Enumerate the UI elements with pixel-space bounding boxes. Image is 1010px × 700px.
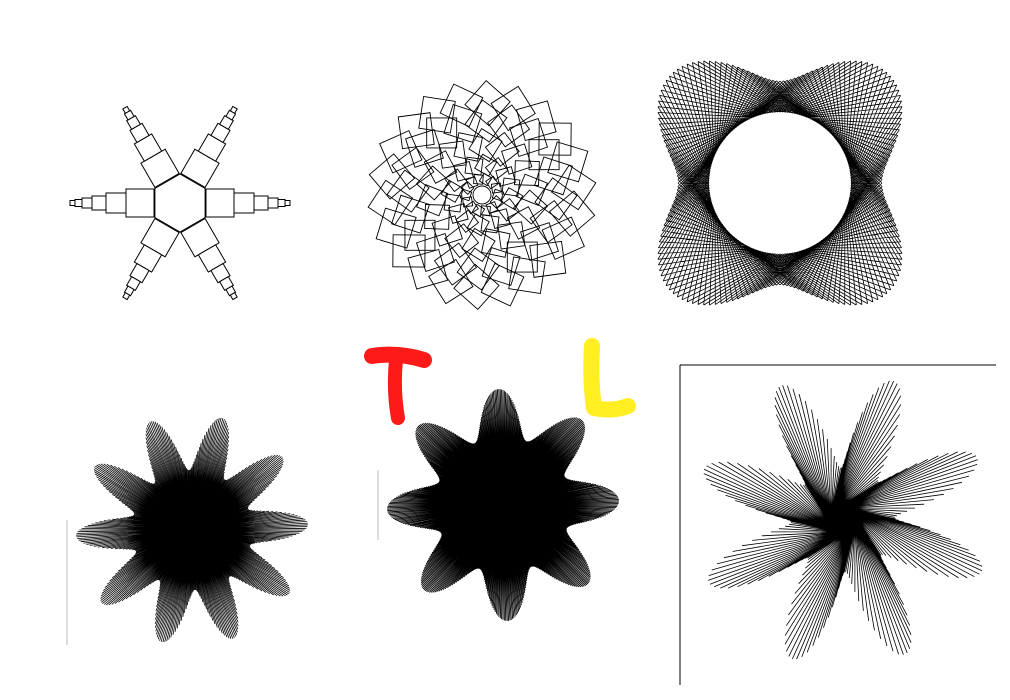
frame-lines [66, 364, 996, 685]
line-star-flower-one [76, 417, 308, 643]
line-star-flower-two [387, 389, 619, 621]
l-mark [583, 338, 636, 418]
t-mark [364, 346, 432, 425]
woven-lattice-ring [657, 60, 903, 306]
rotated-squares-rosette [367, 79, 597, 311]
pinwheel-line-star [703, 380, 983, 660]
hexagon-square-arms [69, 105, 291, 301]
